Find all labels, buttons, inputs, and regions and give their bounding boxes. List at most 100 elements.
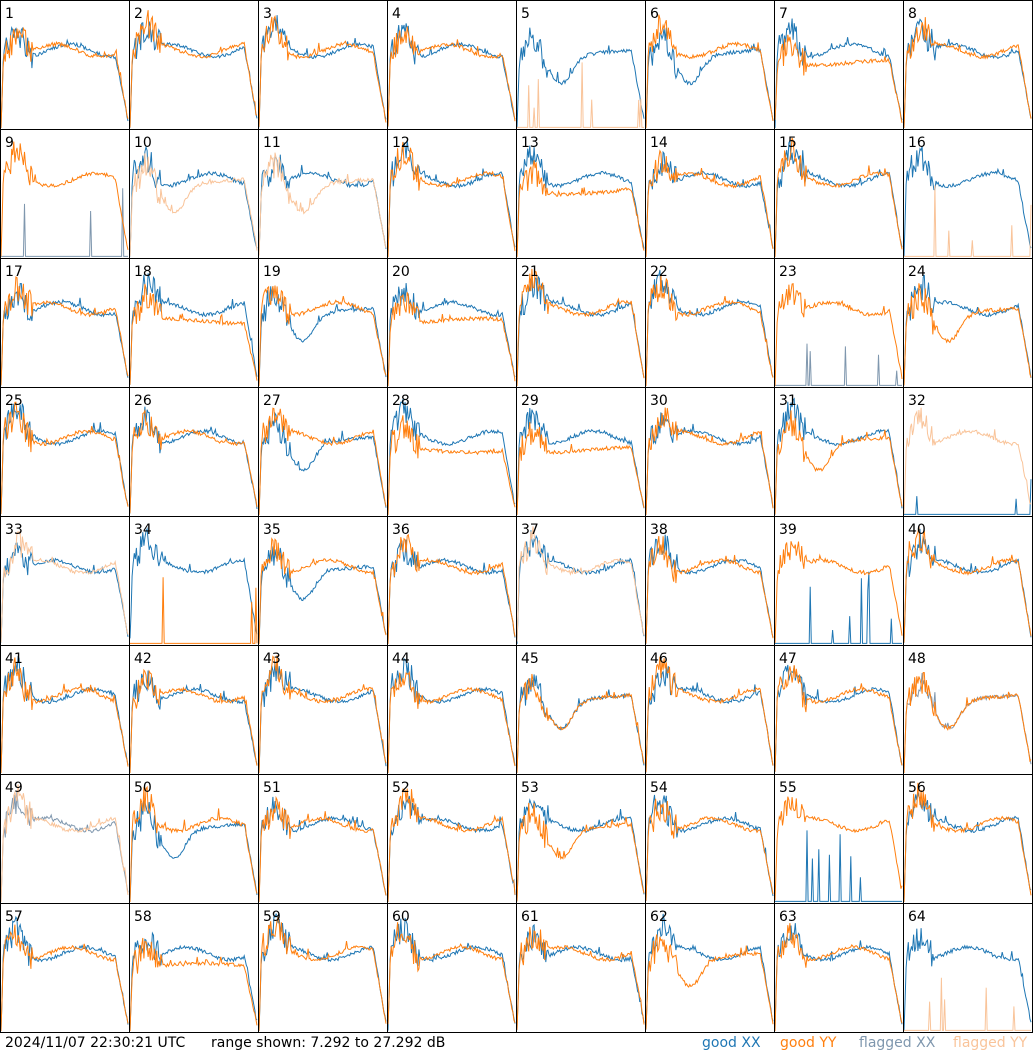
panel-1-yy-line [0, 26, 129, 128]
panel-38-yy-line [645, 536, 774, 644]
panel-26-yy-line [129, 408, 258, 514]
panel-53: 53 [516, 774, 646, 904]
panel-56-yy-line [903, 782, 1032, 903]
panel-22-xx-line [645, 269, 774, 387]
panel-29: 29 [516, 387, 646, 517]
panel-45-xx-line [516, 674, 645, 773]
panel-56-label: 56 [908, 780, 926, 796]
panel-37-yy-line [516, 526, 645, 642]
panel-6-label: 6 [650, 6, 659, 22]
panel-28-yy-line [387, 415, 516, 516]
panel-8: 8 [903, 0, 1033, 130]
panel-31-xx-line [774, 397, 903, 515]
panel-43-label: 43 [263, 651, 281, 667]
panel-6-frame [645, 0, 775, 130]
panel-49-yy-line [0, 784, 129, 903]
panel-33-xx-line [0, 542, 129, 643]
panel-5-label: 5 [521, 6, 530, 22]
panel-59-label: 59 [263, 909, 281, 925]
panel-56: 56 [903, 774, 1033, 904]
panel-53-label: 53 [521, 780, 539, 796]
panel-50-label: 50 [134, 780, 152, 796]
panel-43: 43 [258, 645, 388, 775]
legend-good-xx: good XX [702, 1035, 761, 1051]
panel-35: 35 [258, 516, 388, 646]
panel-11-yy-line [258, 152, 387, 256]
panel-11: 11 [258, 129, 388, 259]
panel-4-frame [387, 0, 517, 130]
panel-40-xx-line [903, 528, 1032, 643]
panel-25: 25 [0, 387, 130, 517]
panel-1-xx-line [0, 25, 129, 129]
panel-9-yy-line [0, 141, 129, 257]
panel-48-label: 48 [908, 651, 926, 667]
panel-17-xx-line [0, 282, 129, 386]
panel-32-xx-line [904, 479, 1032, 515]
panel-41-yy-line [0, 657, 129, 774]
panel-24-label: 24 [908, 264, 926, 280]
panel-44-yy-line [387, 670, 516, 774]
panel-64-yy-line [904, 977, 1031, 1031]
panel-58-label: 58 [134, 909, 152, 925]
panel-14-label: 14 [650, 135, 668, 151]
panel-33-label: 33 [5, 522, 23, 538]
panel-50: 50 [129, 774, 259, 904]
panel-5: 5 [516, 0, 646, 130]
panel-14: 14 [645, 129, 775, 259]
panel-60: 60 [387, 903, 517, 1033]
panel-57-xx-line [0, 915, 129, 1032]
panel-63-yy-line [774, 923, 903, 1032]
panel-10-xx-line [129, 145, 258, 257]
panel-57: 57 [0, 903, 130, 1033]
panel-60-xx-line [387, 917, 516, 1031]
panel-5-xx-line [516, 27, 645, 129]
panel-23: 23 [774, 258, 904, 388]
panel-64-xx-line [903, 928, 1032, 1032]
panel-36-xx-line [387, 539, 516, 645]
panel-39-yy-line [774, 541, 903, 644]
panel-18: 18 [129, 258, 259, 388]
panel-37: 37 [516, 516, 646, 646]
panel-62-yy-line [645, 934, 774, 1030]
panel-34-xx-line [129, 526, 258, 639]
panel-19: 19 [258, 258, 388, 388]
panel-42-label: 42 [134, 651, 152, 667]
panel-44-label: 44 [392, 651, 410, 667]
panel-17-label: 17 [5, 264, 23, 280]
panel-30-xx-line [645, 412, 774, 516]
panel-30-label: 30 [650, 393, 668, 409]
panel-13: 13 [516, 129, 646, 259]
panel-7: 7 [774, 0, 904, 130]
panel-40-label: 40 [908, 522, 926, 538]
panel-14-yy-line [645, 149, 774, 258]
panel-45-yy-line [516, 673, 645, 773]
panel-52-label: 52 [392, 780, 410, 796]
panel-42: 42 [129, 645, 259, 775]
panel-13-xx-line [516, 145, 645, 258]
panel-32-yy-line [903, 407, 1032, 514]
panel-2: 2 [129, 0, 259, 130]
panel-25-xx-line [0, 403, 129, 515]
panel-1: 1 [0, 0, 130, 130]
panel-22-label: 22 [650, 264, 668, 280]
panel-3: 3 [258, 0, 388, 130]
panel-46: 46 [645, 645, 775, 775]
panel-15-yy-line [774, 137, 903, 258]
panel-22-yy-line [645, 274, 774, 387]
panel-48-yy-line [903, 671, 1032, 774]
panel-31: 31 [774, 387, 904, 517]
panel-64-label: 64 [908, 909, 926, 925]
panel-31-yy-line [774, 410, 903, 515]
panel-17: 17 [0, 258, 130, 388]
panel-52-yy-line [387, 788, 516, 902]
panel-16-label: 16 [908, 135, 926, 151]
panel-38-label: 38 [650, 522, 668, 538]
panel-20: 20 [387, 258, 517, 388]
panel-45-label: 45 [521, 651, 539, 667]
panel-7-xx-line [774, 18, 903, 129]
panel-13-yy-line [516, 160, 645, 258]
panel-44-xx-line [387, 658, 516, 774]
panel-34: 34 [129, 516, 259, 646]
panel-52-xx-line [387, 795, 516, 903]
